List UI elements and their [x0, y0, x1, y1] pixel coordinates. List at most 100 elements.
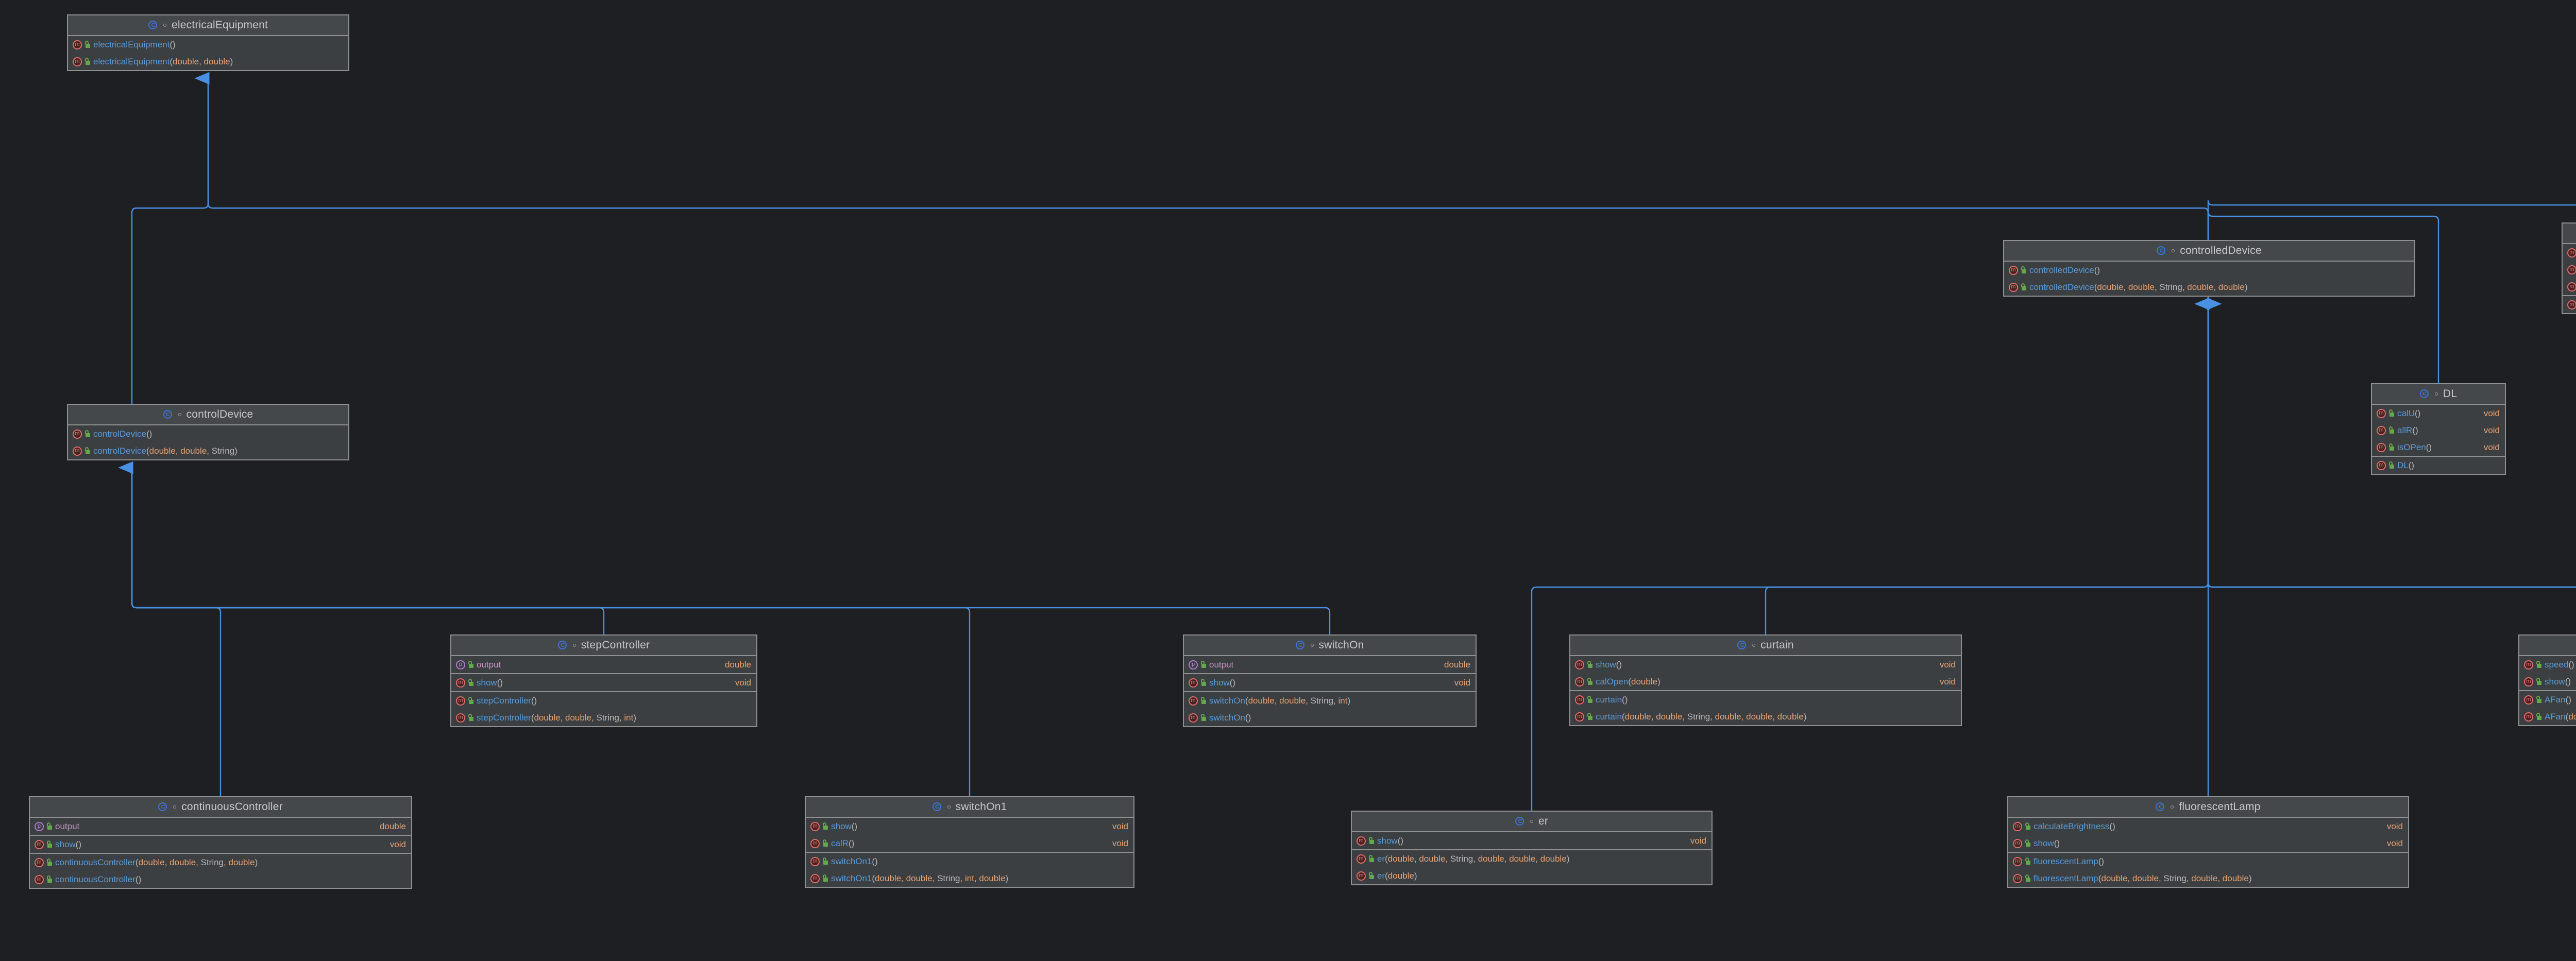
member-row[interactable]: curtain(double, double, String, double, … — [1570, 708, 1961, 725]
member-signature: output — [1209, 659, 1234, 670]
method-icon — [73, 429, 82, 439]
member-signature: controlledDevice() — [2029, 265, 2100, 275]
member-return-type: double — [1444, 659, 1470, 670]
uml-class-er[interactable]: er show() void er(double, double, String, d… — [1351, 811, 1713, 885]
member-row[interactable]: allR()void — [2563, 261, 2576, 278]
member-row[interactable]: controlledDevice() — [2004, 262, 2414, 279]
member-row[interactable]: calU()void — [2563, 244, 2576, 261]
method-icon — [2524, 677, 2533, 687]
class-header-AFan[interactable]: AFan — [2519, 636, 2576, 656]
member-row[interactable]: show()void — [1184, 674, 1476, 691]
member-signature: er(double, double, String, double, doubl… — [1377, 853, 1570, 864]
member-row[interactable]: stepController(double, double, String, i… — [451, 709, 756, 726]
public-lock-icon — [1200, 678, 1207, 687]
class-name-controlDevice: controlDevice — [186, 408, 253, 420]
member-row[interactable]: controlDevice() — [68, 425, 348, 442]
member-signature: electricalEquipment() — [93, 39, 176, 49]
class-name-curtain: curtain — [1760, 639, 1794, 651]
class-header-switchOn1[interactable]: switchOn1 — [806, 797, 1133, 818]
member-row[interactable]: er(double) — [1352, 867, 1711, 884]
member-row[interactable]: output double — [30, 818, 411, 835]
member-row[interactable]: show()void — [2008, 835, 2408, 852]
uml-class-fluorescentLamp[interactable]: fluorescentLamp calculateBrightness() void… — [2007, 796, 2409, 888]
uml-class-switchOn1[interactable]: switchOn1 show() void calR() void switchOn1()… — [805, 796, 1134, 888]
member-row[interactable]: er(double, double, String, double, doubl… — [1352, 850, 1711, 867]
member-row[interactable]: AFan(double, double, String, double, dou… — [2519, 708, 2576, 725]
uml-class-AFan[interactable]: AFanspeed()voidshow()void AFan() AFan(doub… — [2518, 634, 2576, 726]
class-header-controlledDevice[interactable]: controlledDevice — [2004, 241, 2414, 262]
uml-class-switchOn[interactable]: switchOn output double show() void switchOn(d… — [1183, 634, 1477, 727]
member-row[interactable]: calculateBrightness() void — [2008, 818, 2408, 835]
member-row[interactable]: allR()void — [2372, 422, 2505, 439]
method-icon — [2009, 282, 2018, 292]
member-row[interactable]: calR()void — [2563, 278, 2576, 295]
member-row[interactable]: electricalEquipment() — [68, 36, 348, 53]
member-row[interactable]: isOPen() void — [2372, 439, 2505, 456]
member-row[interactable]: speed()void — [2519, 656, 2576, 673]
uml-class-controlledDevice[interactable]: controlledDevice controlledDevice() contro… — [2003, 240, 2415, 297]
class-header-er[interactable]: er — [1352, 812, 1711, 832]
member-return-type: void — [389, 839, 406, 849]
member-row[interactable]: fluorescentLamp() — [2008, 853, 2408, 870]
member-row[interactable]: electricalEquipment(double, double) — [68, 53, 348, 70]
uml-class-DL[interactable]: DL calU() void allR() void isOPen() void DL() — [2371, 383, 2506, 475]
uml-class-DL2[interactable]: DL2calU()voidallR()voidcalR()voidDL2() — [2562, 222, 2576, 314]
member-row[interactable]: DL2() — [2563, 296, 2576, 313]
class-header-stepController[interactable]: stepController — [451, 636, 756, 656]
member-signature: isOPen() — [2397, 442, 2432, 452]
member-row[interactable]: AFan() — [2519, 691, 2576, 708]
public-lock-icon — [46, 875, 53, 884]
member-row[interactable]: curtain() — [1570, 691, 1961, 708]
member-signature: speed() — [2545, 659, 2574, 670]
member-signature: fluorescentLamp() — [2033, 856, 2105, 866]
member-signature: continuousController(double, double, Str… — [55, 857, 258, 867]
class-header-fluorescentLamp[interactable]: fluorescentLamp — [2008, 797, 2408, 818]
member-row[interactable]: switchOn() — [1184, 709, 1476, 726]
member-row[interactable]: calR()void — [806, 835, 1133, 852]
member-signature: controlDevice() — [93, 428, 152, 439]
method-icon — [1357, 871, 1366, 881]
member-row[interactable]: output double — [451, 656, 756, 673]
member-row[interactable]: controlDevice(double, double, String) — [68, 442, 348, 459]
class-header-switchOn[interactable]: switchOn — [1184, 636, 1476, 656]
member-row[interactable]: show()void — [2519, 673, 2576, 690]
member-row[interactable]: continuousController() — [30, 871, 411, 888]
class-section: DL() — [2372, 456, 2505, 474]
member-row[interactable]: DL() — [2372, 457, 2505, 474]
member-signature: curtain() — [1596, 694, 1628, 705]
public-lock-icon — [1587, 695, 1593, 704]
member-row[interactable]: output double — [1184, 656, 1476, 673]
class-header-DL[interactable]: DL — [2372, 384, 2505, 405]
member-row[interactable]: continuousController(double, double, Str… — [30, 854, 411, 871]
class-header-electricalEquipment[interactable]: electricalEquipment — [68, 15, 348, 36]
member-row[interactable]: switchOn(double, double, String, int) — [1184, 692, 1476, 709]
uml-class-controlDevice[interactable]: controlDevicecontrolDevice()controlDevic… — [67, 404, 349, 460]
member-row[interactable]: controlledDevice(double, double, String,… — [2004, 279, 2414, 296]
class-header-DL2[interactable]: DL2 — [2563, 224, 2576, 244]
member-row[interactable]: switchOn1(double, double, String, int, d… — [806, 870, 1133, 887]
member-row[interactable]: show()void — [806, 818, 1133, 835]
member-signature: show() — [1209, 677, 1236, 688]
uml-class-curtain[interactable]: curtain show() void calOpen(double) void curt… — [1569, 634, 1962, 726]
class-section: controlDevice() controlDevice(double, dou… — [68, 425, 348, 459]
class-header-controlDevice[interactable]: controlDevice — [68, 405, 348, 425]
member-row[interactable]: fluorescentLamp(double, double, String, … — [2008, 870, 2408, 887]
member-return-type: void — [1939, 659, 1956, 670]
member-row[interactable]: show()void — [1570, 656, 1961, 673]
member-row[interactable]: show()void — [30, 836, 411, 853]
member-row[interactable]: show()void — [1352, 832, 1711, 849]
member-row[interactable]: calU()void — [2372, 405, 2505, 422]
method-icon — [73, 57, 82, 66]
uml-class-continuousController[interactable]: continuousController output double show() vo… — [29, 796, 412, 889]
class-header-curtain[interactable]: curtain — [1570, 636, 1961, 656]
public-lock-icon — [84, 40, 91, 49]
class-header-continuousController[interactable]: continuousController — [30, 797, 411, 818]
member-row[interactable]: show()void — [451, 674, 756, 691]
member-row[interactable]: calOpen(double) void — [1570, 673, 1961, 690]
uml-class-electricalEquipment[interactable]: electricalEquipment electricalEquipment()… — [67, 14, 349, 71]
member-row[interactable]: stepController() — [451, 692, 756, 709]
member-row[interactable]: switchOn1() — [806, 853, 1133, 870]
member-signature: show() — [477, 677, 503, 688]
uml-class-stepController[interactable]: stepController output double show() void step… — [450, 634, 757, 727]
